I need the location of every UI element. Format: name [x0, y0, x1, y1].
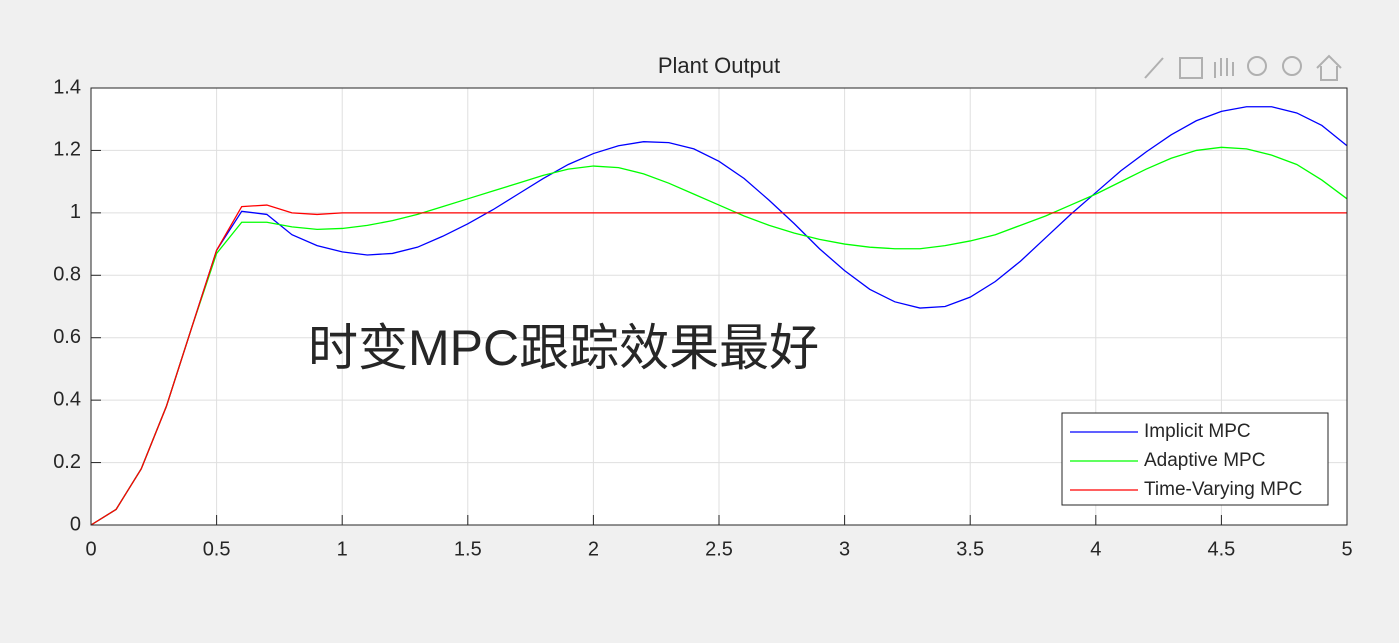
datatip-icon[interactable] [1179, 57, 1203, 79]
y-tick-label: 0.4 [53, 388, 81, 410]
annotation: 时变MPC跟踪效果最好 [308, 320, 819, 376]
x-tick-label: 5 [1341, 538, 1352, 560]
y-tick-label: 1.4 [53, 76, 81, 98]
x-tick-label: 4.5 [1207, 538, 1235, 560]
x-tick-label: 1.5 [454, 538, 482, 560]
x-tick-label: 0.5 [203, 538, 231, 560]
series-line [90, 106, 1348, 526]
x-tick-label: 4 [1090, 538, 1101, 560]
legend-label: Implicit MPC [1144, 421, 1251, 442]
legend-label: Time-Varying MPC [1144, 479, 1302, 500]
lines [90, 106, 1348, 526]
x-tick-label: 3.5 [956, 538, 984, 560]
x-tick-label: 1 [337, 538, 348, 560]
y-tick-label: 0.6 [53, 326, 81, 348]
series-line [90, 146, 1348, 526]
zoom-in-icon[interactable] [1247, 56, 1267, 76]
zoom-out-icon[interactable] [1282, 56, 1302, 76]
y-tick-label: 1 [70, 201, 81, 223]
legend: Implicit MPC Adaptive MPC Time-Varying MPC [1061, 412, 1329, 506]
y-tick-label: 1.2 [53, 139, 81, 161]
x-tick-label: 0 [85, 538, 96, 560]
toolbar [1144, 54, 1342, 81]
y-tick-label: 0 [70, 513, 81, 535]
y-tick-label: 0.8 [53, 264, 81, 286]
home-icon[interactable] [1316, 54, 1342, 81]
chart-title: Plant Output [658, 53, 780, 78]
x-tick-label: 3 [839, 538, 850, 560]
brush-icon[interactable] [1144, 57, 1164, 79]
legend-label: Adaptive MPC [1144, 450, 1265, 471]
x-tick-label: 2.5 [705, 538, 733, 560]
y-tick-label: 0.2 [53, 451, 81, 473]
x-tick-label: 2 [588, 538, 599, 560]
series-line [90, 204, 1347, 526]
pan-icon[interactable] [1214, 58, 1234, 78]
